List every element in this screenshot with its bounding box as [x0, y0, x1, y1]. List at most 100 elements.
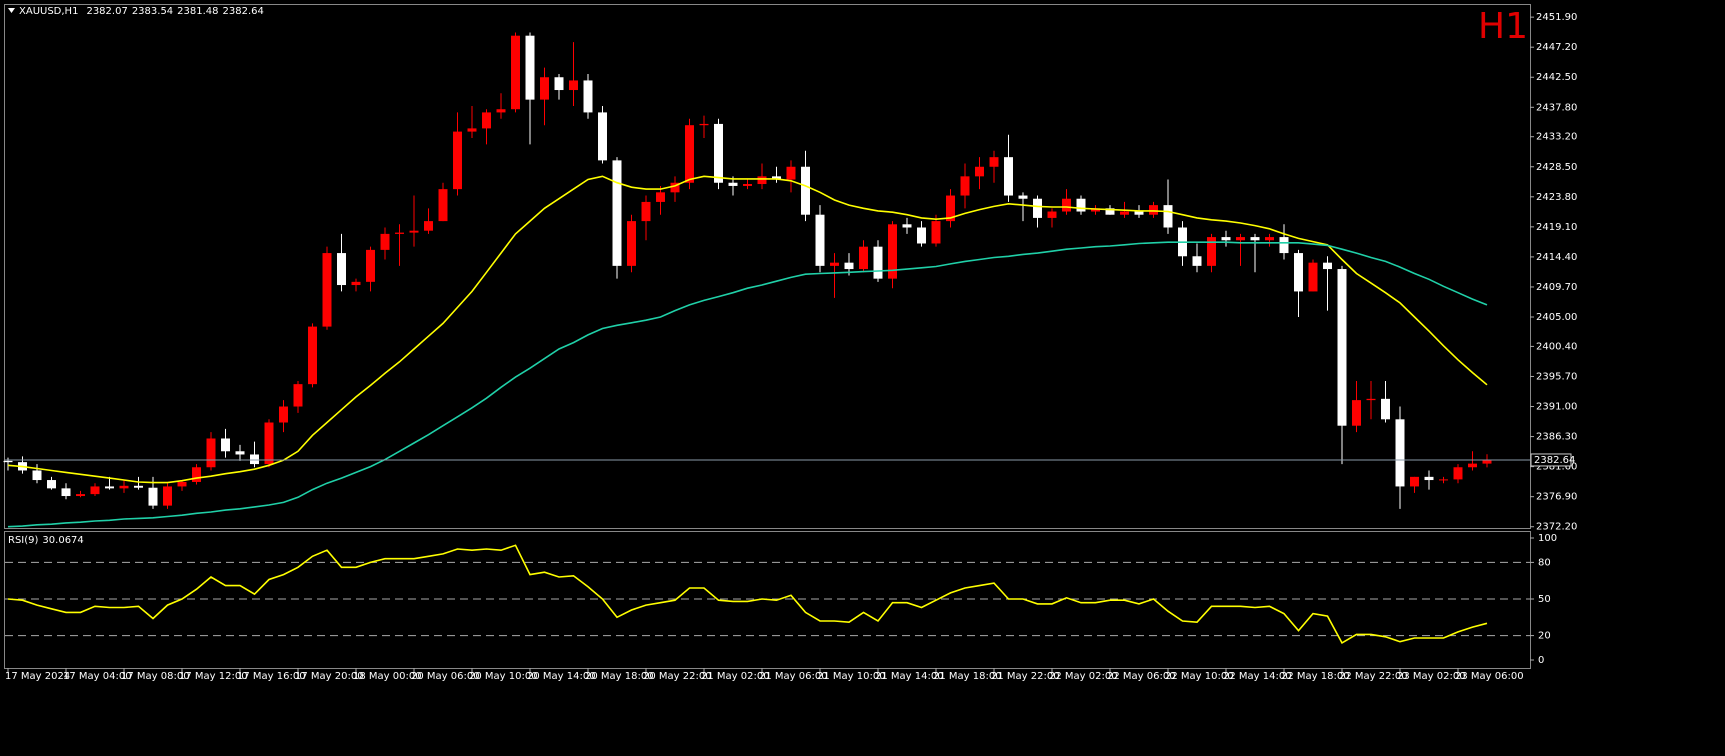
x-tick-label: 21 May 02:00 [701, 671, 770, 682]
candle-body [1424, 476, 1434, 481]
x-tick-label: 17 May 16:00 [237, 671, 306, 682]
candle-body [931, 221, 941, 244]
y-tick-label: 2423.80 [1536, 192, 1577, 203]
candle-body [1163, 205, 1173, 228]
candle-body [656, 192, 665, 202]
candle-body [1033, 198, 1042, 218]
rsi-y-tick-label: 80 [1538, 557, 1551, 568]
candle-body [1352, 400, 1361, 426]
candle-body [322, 253, 332, 327]
candle-body [1366, 398, 1376, 401]
candle-body [554, 77, 564, 91]
y-tick-label: 2419.10 [1536, 222, 1577, 233]
candle-body [192, 467, 201, 482]
candle-body [583, 80, 593, 113]
x-tick-label: 21 May 22:00 [991, 671, 1060, 682]
candle-body [409, 230, 419, 233]
candle-body [279, 406, 288, 423]
candle-body [786, 166, 796, 180]
y-tick-label: 2405.00 [1536, 312, 1577, 323]
header-open: 2382.07 [86, 6, 127, 17]
current-price-box [1530, 453, 1572, 467]
candle-body [293, 384, 303, 407]
header-high: 2383.54 [132, 6, 173, 17]
x-tick-label: 17 May 2024 [5, 671, 70, 682]
x-tick-label: 22 May 06:00 [1107, 671, 1176, 682]
candles [3, 32, 1492, 509]
x-tick-label: 23 May 02:00 [1397, 671, 1466, 682]
candle-body [569, 80, 578, 91]
candle-body [743, 184, 752, 186]
y-tick-label: 2428.50 [1536, 162, 1577, 173]
candle-body [859, 246, 868, 270]
candle-body [540, 77, 549, 100]
x-tick-label: 20 May 14:00 [527, 671, 596, 682]
rsi-value: 30.0674 [42, 535, 83, 546]
candle-body [134, 485, 143, 488]
x-tick-label: 20 May 22:00 [643, 671, 712, 682]
rsi-title: RSI(9) [8, 535, 39, 546]
candle-body [61, 488, 71, 497]
candle-body [1453, 467, 1463, 480]
y-tick-label: 2400.40 [1536, 341, 1577, 352]
candle-body [757, 176, 767, 185]
candle-body [598, 112, 607, 161]
candle-body [960, 176, 970, 196]
moving-average [7, 175, 1488, 484]
candle-body [148, 487, 158, 506]
candle-body [525, 35, 535, 100]
x-tick-label: 22 May 02:00 [1049, 671, 1118, 682]
candle-body [627, 221, 636, 266]
menu-arrow[interactable] [8, 8, 15, 13]
candle-body [1410, 476, 1419, 487]
candle-body [641, 201, 651, 222]
candle-body [946, 195, 955, 222]
header: XAUUSD,H1 2382.07 2383.54 2381.48 2382.64 [19, 6, 264, 17]
candle-body [308, 326, 317, 385]
candle-body [482, 112, 491, 129]
x-tick-label: 21 May 14:00 [875, 671, 944, 682]
candle-body [1091, 208, 1100, 212]
candle-body [685, 125, 694, 183]
candle-body [1294, 253, 1303, 292]
x-tick-label: 21 May 10:00 [817, 671, 886, 682]
x-tick-label: 22 May 14:00 [1223, 671, 1292, 682]
rsi-panel-border [4, 531, 1531, 669]
candle-body [47, 480, 56, 489]
candle-body [888, 224, 897, 279]
rsi-header: RSI(9) 30.0674 [8, 535, 84, 546]
candle-body [438, 189, 448, 222]
y-tick-label: 2376.90 [1536, 492, 1577, 503]
candle-body [670, 182, 680, 193]
y-tick-label: 2386.30 [1536, 432, 1577, 443]
y-tick-label: 2372.20 [1536, 522, 1577, 533]
rsi-line [7, 544, 1488, 645]
candle-body [1337, 269, 1347, 426]
header-low: 2381.48 [177, 6, 218, 17]
candle-body [32, 470, 42, 481]
candle-body [873, 246, 883, 279]
y-tick-label: 2381.60 [1536, 462, 1577, 473]
y-tick-label: 2391.00 [1536, 402, 1577, 413]
candle-body [830, 262, 839, 266]
candle-body [1265, 237, 1274, 241]
candle-body [1192, 256, 1202, 266]
x-tick-label: 17 May 20:00 [295, 671, 364, 682]
candle-body [1004, 157, 1013, 196]
current-price-label: 2382.64 [1534, 455, 1575, 466]
candle-body [1149, 205, 1158, 215]
candle-body [380, 233, 390, 250]
y-tick-label: 2437.80 [1536, 102, 1577, 113]
candle-body [163, 486, 172, 506]
candle-body [366, 249, 375, 282]
candle-body [1076, 198, 1086, 212]
candle-body [1047, 211, 1057, 218]
candle-body [902, 224, 912, 228]
candle-body [1439, 479, 1448, 481]
candle-body [105, 486, 114, 489]
candle-body [1381, 398, 1390, 420]
candle-body [206, 438, 216, 468]
candle-body [815, 214, 825, 266]
candle-body [496, 109, 506, 113]
